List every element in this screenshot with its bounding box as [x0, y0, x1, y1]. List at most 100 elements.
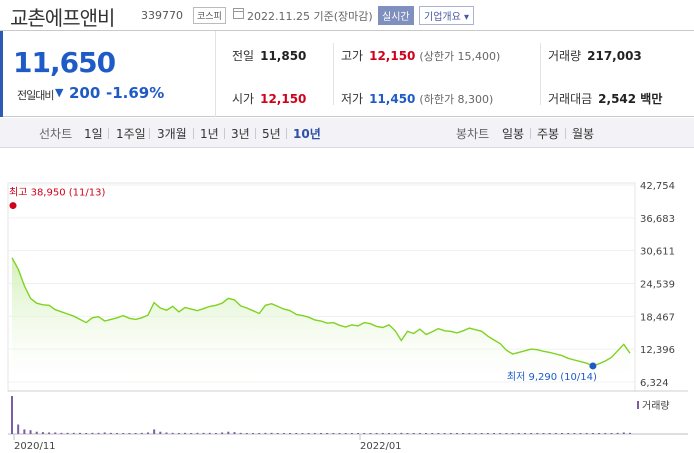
- tab-divider: [224, 128, 225, 139]
- volume-bar: [301, 433, 304, 434]
- tab-divider: [530, 128, 531, 139]
- volume-bar: [122, 433, 125, 434]
- volume-label: 거래량: [548, 49, 582, 63]
- line-chart-label: 선차트: [39, 127, 73, 141]
- prev-close-value: 11,850: [260, 49, 307, 63]
- stock-header: 교촌에프앤비 339770 코스피 2022.11.25 기준(장마감) 실시간…: [0, 0, 694, 30]
- low-cell: 저가 11,450 (하한가 8,300): [341, 90, 493, 107]
- tab-3m[interactable]: 3개월: [157, 127, 187, 141]
- low-annotation: 최저 9,290 (10/14): [507, 371, 597, 383]
- volume-bar: [493, 433, 496, 434]
- volume-bar: [264, 432, 267, 434]
- tab-5y[interactable]: 5년: [262, 127, 281, 141]
- volume-bar: [116, 433, 119, 434]
- open-label: 시가: [232, 92, 255, 106]
- high-annotation: 최고 38,950 (11/13): [9, 187, 105, 199]
- volume-bar: [350, 433, 353, 434]
- volume-bar: [604, 433, 607, 434]
- volume-bar: [159, 431, 162, 434]
- corp-info-dropdown[interactable]: 기업개요 ▾: [419, 6, 474, 25]
- volume-bar: [443, 433, 446, 434]
- volume-bar: [313, 433, 316, 434]
- volume-bar: [332, 433, 335, 434]
- tab-daily[interactable]: 일봉: [502, 127, 525, 141]
- volume-bar: [486, 433, 489, 434]
- tab-divider: [255, 128, 256, 139]
- volume-bar: [29, 430, 32, 434]
- volume-bar: [412, 433, 415, 434]
- volume-bar: [400, 432, 403, 434]
- volume-bar: [338, 433, 341, 434]
- volume-bar: [208, 432, 211, 434]
- tab-1y[interactable]: 1년: [200, 127, 219, 141]
- y-tick-label: 36,683: [640, 214, 675, 225]
- tab-divider: [108, 128, 109, 139]
- volume-bar: [468, 433, 471, 434]
- volume-bar: [320, 433, 322, 434]
- volume-bar: [109, 432, 112, 434]
- y-tick-label: 12,396: [640, 345, 675, 356]
- volume-bar: [289, 433, 292, 434]
- volume-bar: [270, 432, 273, 434]
- volume-bar: [567, 433, 570, 434]
- high-cell: 고가 12,150 (상한가 15,400): [341, 47, 500, 64]
- upper-limit: (상한가 15,400): [419, 50, 501, 63]
- volume-bar: [85, 433, 88, 434]
- tab-1w[interactable]: 1주일: [116, 127, 146, 141]
- volume-bar: [282, 433, 285, 434]
- tab-divider: [565, 128, 566, 139]
- divider: [540, 43, 541, 105]
- volume-bar: [227, 431, 230, 434]
- y-tick-label: 30,611: [640, 247, 675, 258]
- volume-bar: [406, 433, 409, 434]
- volume-bar: [165, 432, 168, 434]
- tab-weekly[interactable]: 주봉: [537, 127, 560, 141]
- volume-bar: [140, 432, 143, 434]
- volume-bar: [258, 433, 261, 434]
- tab-monthly[interactable]: 월봉: [572, 127, 595, 141]
- tab-divider: [286, 128, 287, 139]
- volume-bar: [542, 433, 545, 434]
- volume-bar: [523, 433, 526, 434]
- volume-bar: [480, 433, 483, 434]
- volume-bar: [60, 432, 63, 434]
- high-label: 고가: [341, 49, 364, 63]
- price-line: [11, 257, 631, 367]
- volume-bar: [449, 433, 452, 434]
- volume-bar: [245, 433, 248, 434]
- calendar-icon: [233, 8, 244, 19]
- current-price-panel: 11,650 전일대비 ▼ 200 -1.69%: [0, 31, 216, 117]
- candle-chart-label: 봉차트: [456, 127, 490, 141]
- volume-bar: [196, 432, 199, 434]
- volume-bar: [418, 433, 421, 434]
- change-percent: -1.69%: [106, 84, 165, 102]
- volume-bar: [591, 433, 594, 434]
- volume-bar: [17, 424, 20, 434]
- tab-1d[interactable]: 1일: [84, 127, 103, 141]
- volume-bar: [629, 432, 631, 434]
- price-summary: 11,650 전일대비 ▼ 200 -1.69% 전일 11,850 시가 12,1…: [0, 30, 694, 117]
- prev-close-label: 전일: [232, 49, 255, 63]
- volume-bar: [610, 433, 613, 434]
- volume-bar: [153, 429, 156, 434]
- volume-bar: [128, 433, 131, 434]
- volume-bar: [530, 433, 533, 434]
- volume-bar: [616, 432, 619, 434]
- amount-value: 2,542 백만: [598, 92, 663, 106]
- chart-period-tabs: 선차트 1일 1주일 3개월 1년 3년 5년 10년 봉차트 일봉 주봉 월봉: [0, 118, 694, 148]
- tab-3y[interactable]: 3년: [231, 127, 250, 141]
- realtime-button[interactable]: 실시간: [378, 6, 414, 25]
- volume-bar: [276, 433, 279, 434]
- tab-10y[interactable]: 10년: [293, 127, 321, 141]
- tab-divider: [193, 128, 194, 139]
- volume-bar: [511, 433, 514, 434]
- y-tick-label: 18,467: [640, 312, 675, 323]
- volume-bar: [561, 433, 564, 434]
- price-area: [12, 257, 630, 382]
- price-chart[interactable]: 42,754 36,683 30,611 24,539 18,467 12,396 6,32…: [0, 148, 694, 453]
- amount-cell: 거래대금 2,542 백만: [548, 90, 662, 107]
- volume-bar: [425, 433, 428, 434]
- volume-bar: [554, 433, 557, 434]
- volume-bar: [369, 433, 372, 434]
- volume-bar: [78, 432, 81, 434]
